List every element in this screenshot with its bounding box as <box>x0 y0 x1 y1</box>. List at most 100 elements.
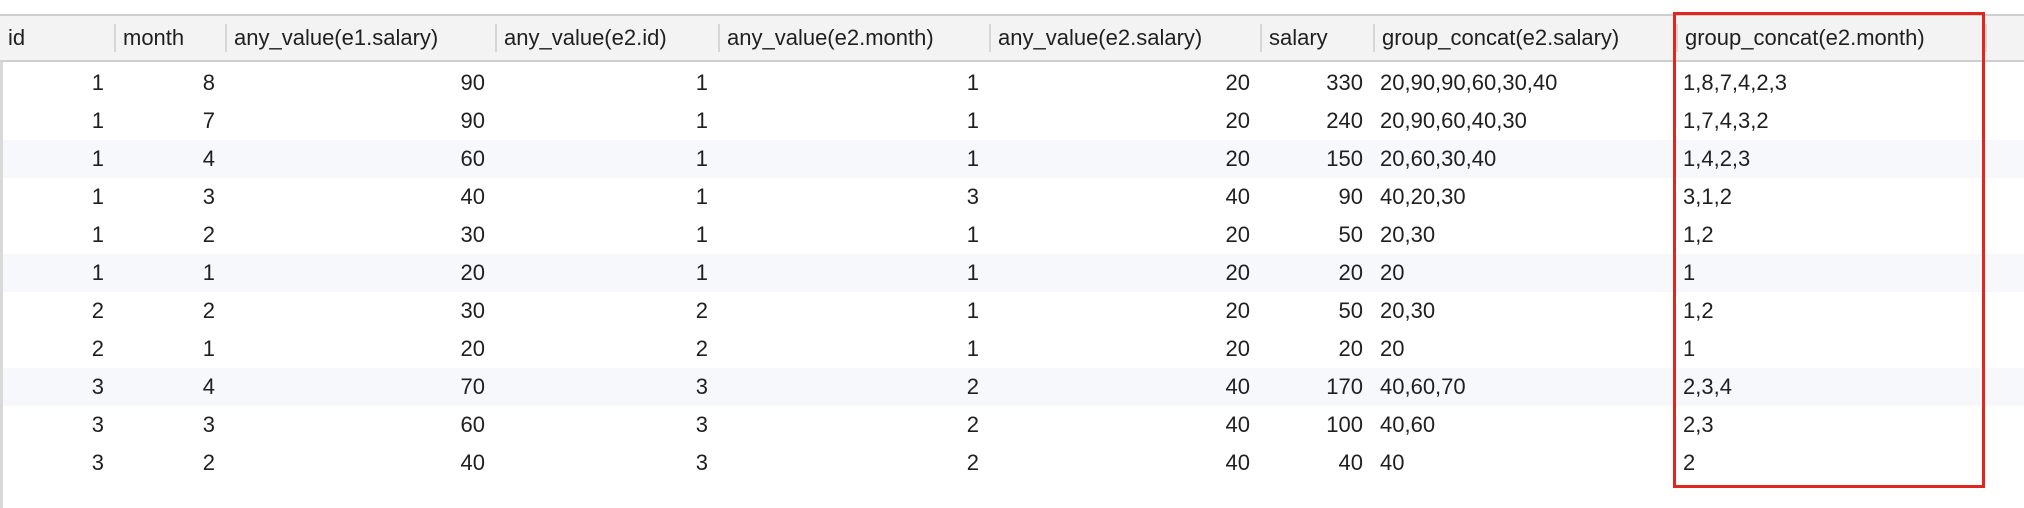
table-cell-any-value-e2-month[interactable]: 2 <box>966 412 979 437</box>
table-cell-any-value-e2-salary[interactable]: 40 <box>1225 450 1250 475</box>
column-resize-handle[interactable] <box>495 24 497 52</box>
table-cell-any-value-e2-month[interactable]: 3 <box>966 184 979 209</box>
table-cell-any-value-e1-salary[interactable]: 40 <box>460 450 485 475</box>
table-cell-salary[interactable]: 100 <box>1326 412 1363 437</box>
table-cell-month[interactable]: 2 <box>202 298 215 323</box>
table-cell-any-value-e2-id[interactable]: 1 <box>695 146 708 171</box>
table-cell-any-value-e2-salary[interactable]: 20 <box>1225 108 1250 133</box>
table-cell-any-value-e2-salary[interactable]: 40 <box>1225 412 1250 437</box>
column-resize-handle[interactable] <box>1260 24 1262 52</box>
table-cell-any-value-e2-salary[interactable]: 20 <box>1225 260 1250 285</box>
table-cell-any-value-e2-id[interactable]: 3 <box>695 374 708 399</box>
table-cell-any-value-e1-salary[interactable]: 30 <box>460 298 485 323</box>
table-cell-any-value-e1-salary[interactable]: 20 <box>460 336 485 361</box>
table-row[interactable]: 1 1 20 1 1 20 20 20 1 <box>3 254 2024 292</box>
table-cell-group-concat-e2-salary[interactable]: 20 <box>1380 336 1405 361</box>
table-cell-month[interactable]: 3 <box>202 412 215 437</box>
column-header-month[interactable]: month <box>123 25 185 50</box>
table-cell-any-value-e2-id[interactable]: 1 <box>695 260 708 285</box>
table-cell-salary[interactable]: 50 <box>1338 298 1363 323</box>
table-cell-group-concat-e2-month[interactable]: 1 <box>1683 336 1696 361</box>
column-resize-handle[interactable] <box>989 24 991 52</box>
table-cell-salary[interactable]: 150 <box>1326 146 1363 171</box>
table-cell-any-value-e1-salary[interactable]: 20 <box>460 260 485 285</box>
table-cell-any-value-e2-salary[interactable]: 20 <box>1225 298 1250 323</box>
table-cell-month[interactable]: 8 <box>202 70 215 95</box>
table-cell-any-value-e2-month[interactable]: 1 <box>966 260 979 285</box>
column-header-id[interactable]: id <box>8 25 26 50</box>
table-cell-any-value-e2-month[interactable]: 1 <box>966 70 979 95</box>
table-cell-month[interactable]: 1 <box>202 336 215 361</box>
table-cell-any-value-e2-id[interactable]: 3 <box>695 450 708 475</box>
table-cell-salary[interactable]: 240 <box>1326 108 1363 133</box>
table-cell-month[interactable]: 7 <box>202 108 215 133</box>
table-cell-group-concat-e2-salary[interactable]: 40 <box>1380 450 1405 475</box>
table-cell-id[interactable]: 1 <box>91 70 104 95</box>
table-cell-id[interactable]: 1 <box>91 222 104 247</box>
table-cell-any-value-e2-salary[interactable]: 40 <box>1225 184 1250 209</box>
table-cell-any-value-e2-salary[interactable]: 20 <box>1225 222 1250 247</box>
column-header-any-value-e1-salary[interactable]: any_value(e1.salary) <box>234 25 439 50</box>
table-cell-group-concat-e2-month[interactable]: 1,8,7,4,2,3 <box>1683 70 1787 95</box>
column-header-salary[interactable]: salary <box>1269 25 1328 50</box>
table-cell-group-concat-e2-month[interactable]: 1,4,2,3 <box>1683 146 1751 171</box>
table-cell-any-value-e1-salary[interactable]: 60 <box>460 412 485 437</box>
table-cell-any-value-e1-salary[interactable]: 30 <box>460 222 485 247</box>
table-cell-id[interactable]: 2 <box>91 298 104 323</box>
table-cell-id[interactable]: 1 <box>91 146 104 171</box>
table-cell-id[interactable]: 1 <box>91 260 104 285</box>
table-row[interactable]: 3 4 70 3 2 40 170 40,60,70 2,3,4 <box>3 368 2024 406</box>
table-cell-any-value-e2-id[interactable]: 1 <box>695 222 708 247</box>
table-row[interactable]: 3 2 40 3 2 40 40 40 2 <box>3 444 2024 482</box>
table-cell-month[interactable]: 4 <box>202 146 215 171</box>
table-cell-group-concat-e2-salary[interactable]: 20,90,60,40,30 <box>1380 108 1527 133</box>
table-cell-any-value-e2-id[interactable]: 2 <box>695 336 708 361</box>
table-cell-salary[interactable]: 40 <box>1338 450 1363 475</box>
table-cell-group-concat-e2-salary[interactable]: 40,60 <box>1380 412 1436 437</box>
table-row[interactable]: 1 7 90 1 1 20 240 20,90,60,40,30 1,7,4,3,2 <box>3 102 2024 140</box>
table-cell-group-concat-e2-salary[interactable]: 40,20,30 <box>1380 184 1466 209</box>
column-resize-handle[interactable] <box>1676 24 1678 52</box>
table-row[interactable]: 2 2 30 2 1 20 50 20,30 1,2 <box>3 292 2024 330</box>
table-cell-any-value-e2-salary[interactable]: 20 <box>1225 70 1250 95</box>
table-cell-group-concat-e2-month[interactable]: 2,3,4 <box>1683 374 1732 399</box>
table-cell-id[interactable]: 3 <box>91 450 104 475</box>
table-cell-salary[interactable]: 90 <box>1338 184 1363 209</box>
column-resize-handle[interactable] <box>225 24 227 52</box>
column-header-group-concat-e2-month[interactable]: group_concat(e2.month) <box>1685 25 1925 50</box>
table-cell-group-concat-e2-month[interactable]: 2 <box>1683 450 1696 475</box>
table-cell-any-value-e2-id[interactable]: 3 <box>695 412 708 437</box>
column-resize-handle[interactable] <box>114 24 116 52</box>
table-cell-any-value-e1-salary[interactable]: 90 <box>460 70 485 95</box>
table-cell-any-value-e2-id[interactable]: 1 <box>695 108 708 133</box>
table-cell-salary[interactable]: 20 <box>1338 260 1363 285</box>
table-cell-id[interactable]: 1 <box>91 108 104 133</box>
table-cell-salary[interactable]: 50 <box>1338 222 1363 247</box>
table-cell-any-value-e2-month[interactable]: 2 <box>966 374 979 399</box>
table-cell-any-value-e1-salary[interactable]: 40 <box>460 184 485 209</box>
table-cell-id[interactable]: 1 <box>91 184 104 209</box>
table-cell-group-concat-e2-salary[interactable]: 20,90,90,60,30,40 <box>1380 70 1558 95</box>
table-row[interactable]: 1 4 60 1 1 20 150 20,60,30,40 1,4,2,3 <box>3 140 2024 178</box>
table-row[interactable]: 2 1 20 2 1 20 20 20 1 <box>3 330 2024 368</box>
column-resize-handle[interactable] <box>718 24 720 52</box>
table-cell-any-value-e2-month[interactable]: 1 <box>966 298 979 323</box>
table-cell-any-value-e2-salary[interactable]: 20 <box>1225 336 1250 361</box>
table-cell-any-value-e2-month[interactable]: 1 <box>966 222 979 247</box>
table-cell-month[interactable]: 1 <box>202 260 215 285</box>
table-cell-any-value-e1-salary[interactable]: 90 <box>460 108 485 133</box>
table-cell-id[interactable]: 3 <box>91 374 104 399</box>
column-header-any-value-e2-month[interactable]: any_value(e2.month) <box>727 25 934 50</box>
table-cell-group-concat-e2-month[interactable]: 1,2 <box>1683 298 1714 323</box>
table-cell-group-concat-e2-salary[interactable]: 20,60,30,40 <box>1380 146 1497 171</box>
table-cell-salary[interactable]: 170 <box>1326 374 1363 399</box>
table-row[interactable]: 3 3 60 3 2 40 100 40,60 2,3 <box>3 406 2024 444</box>
table-cell-month[interactable]: 2 <box>202 450 215 475</box>
table-cell-any-value-e2-id[interactable]: 2 <box>695 298 708 323</box>
table-cell-group-concat-e2-salary[interactable]: 20,30 <box>1380 298 1436 323</box>
table-row[interactable]: 1 3 40 1 3 40 90 40,20,30 3,1,2 <box>3 178 2024 216</box>
table-cell-group-concat-e2-month[interactable]: 1 <box>1683 260 1696 285</box>
table-cell-salary[interactable]: 330 <box>1326 70 1363 95</box>
table-cell-group-concat-e2-month[interactable]: 3,1,2 <box>1683 184 1732 209</box>
table-cell-id[interactable]: 3 <box>91 412 104 437</box>
